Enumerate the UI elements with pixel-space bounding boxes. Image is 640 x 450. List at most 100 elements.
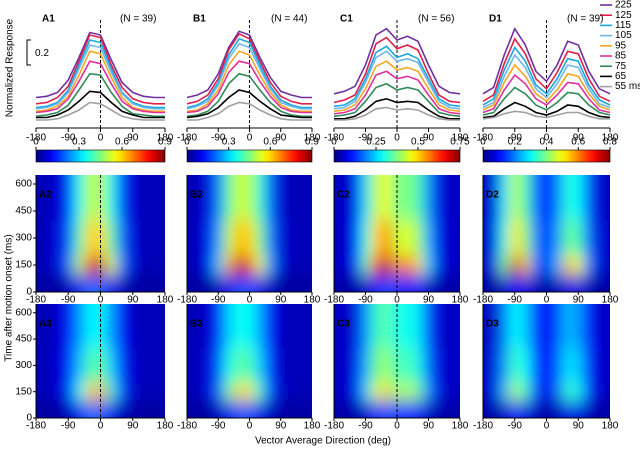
- heatmap-cell: [520, 400, 532, 418]
- heatmap-cell: [551, 382, 563, 401]
- heatmap-cell: [116, 400, 128, 418]
- panel-note: (N = 44): [271, 14, 307, 25]
- heatmap-cell: [213, 304, 224, 349]
- heatmap-cell: [433, 220, 445, 257]
- heatmap-cell: [275, 256, 287, 275]
- heatmap-cell: [334, 400, 340, 418]
- heatmap-cell: [412, 274, 424, 292]
- heatmap-cell: [254, 274, 266, 292]
- heatmap-cell: [84, 347, 96, 384]
- heatmap-cell: [583, 220, 595, 257]
- heatmap: [483, 175, 610, 292]
- heatmap-cell: [84, 400, 96, 418]
- x-axis-label: Vector Average Direction (deg): [255, 436, 391, 447]
- heatmap-cell: [285, 274, 297, 292]
- legend-label: 75: [615, 61, 627, 72]
- heatmap-cell: [530, 220, 542, 257]
- heatmap-cell: [541, 400, 553, 418]
- heatmap-cell: [423, 256, 435, 275]
- panel-note: (N = 56): [418, 14, 454, 25]
- heatmap-cell: [223, 256, 235, 275]
- heatmap-cell: [423, 347, 435, 384]
- heatmap-cell: [604, 304, 610, 349]
- heatmap-cell: [159, 274, 165, 292]
- heatmap-cell: [275, 347, 287, 384]
- heatmap-cell: [498, 304, 510, 349]
- x-tick-label: 90: [275, 133, 287, 144]
- heatmap-cell: [36, 347, 42, 384]
- heatmap-cell: [127, 175, 139, 221]
- heatmap-cell: [402, 304, 414, 349]
- heatmap-cell: [73, 274, 85, 292]
- heatmap-cell: [73, 382, 85, 401]
- heatmap-cell: [520, 382, 532, 401]
- heatmap-cell: [454, 256, 460, 275]
- heatmap-cell: [562, 256, 574, 275]
- heatmap-cell: [604, 347, 610, 384]
- heatmap-cell: [604, 274, 610, 292]
- heatmap-cell: [562, 220, 574, 257]
- heatmap-cell: [41, 274, 53, 292]
- response-curve: [186, 42, 312, 110]
- heatmap-cell: [433, 304, 445, 349]
- colorbar-tick-label: 0.75: [450, 137, 470, 148]
- heatmap-cells: [483, 175, 610, 292]
- heatmap-cell: [433, 256, 445, 275]
- heatmap-cell: [187, 382, 193, 401]
- x-tick-label: -180: [473, 133, 493, 144]
- heatmap-cell: [62, 220, 75, 257]
- heatmap-cell: [187, 175, 193, 221]
- heatmap-cell: [265, 175, 277, 221]
- x-tick-label: 90: [275, 295, 287, 306]
- heatmap-cell: [498, 220, 510, 257]
- heatmap-cell: [444, 175, 456, 221]
- heatmap-cell: [360, 304, 372, 349]
- heatmap-cell: [594, 382, 606, 401]
- heatmap-cell: [562, 274, 574, 292]
- heatmap-cell: [127, 400, 139, 418]
- heatmap-cell: [483, 175, 489, 221]
- heatmap-cell: [541, 220, 553, 257]
- x-tick-label: 180: [157, 421, 174, 432]
- heatmap-cell: [84, 274, 96, 292]
- legend-label: 225: [615, 0, 632, 11]
- heatmap-cell: [498, 256, 510, 275]
- heatmap-cell: [213, 382, 224, 401]
- heatmap-cell: [583, 274, 595, 292]
- response-curve: [482, 86, 611, 116]
- heatmap-cell: [381, 382, 393, 401]
- colorbar: [186, 149, 313, 163]
- heatmap-cell: [604, 382, 610, 401]
- colorbar-tick-label: 0.4: [540, 137, 554, 148]
- heatmap-cell: [41, 256, 53, 275]
- colorbar-tick-label: 0.3: [222, 137, 236, 148]
- heatmap-cell: [285, 304, 297, 349]
- heatmap-cell: [192, 382, 204, 401]
- x-tick-label: -180: [177, 133, 197, 144]
- heatmap-cell: [339, 304, 351, 349]
- heatmap-cell: [509, 256, 521, 275]
- heatmap-cell: [360, 382, 372, 401]
- heatmap-cell: [349, 256, 361, 275]
- heatmap-cell: [381, 274, 393, 292]
- heatmap-cell: [541, 347, 553, 384]
- heatmap-cell: [594, 256, 606, 275]
- heatmap-cell: [334, 256, 340, 275]
- y-tick-label: 150: [15, 260, 32, 271]
- response-curve: [186, 89, 312, 119]
- heatmap-cell: [192, 256, 204, 275]
- heatmap-cell: [604, 400, 610, 418]
- heatmap-cell: [36, 304, 42, 349]
- heatmap-cell: [360, 347, 372, 384]
- response-curve: [35, 60, 165, 114]
- heatmap-cell: [187, 400, 193, 418]
- heatmap-cell: [52, 175, 64, 221]
- x-tick-label: 0: [247, 133, 253, 144]
- heatmap-cell: [454, 220, 460, 257]
- heatmap-cell: [213, 400, 224, 418]
- heatmap-cell: [265, 256, 277, 275]
- heatmap-cell: [433, 400, 445, 418]
- heatmap-cell: [444, 256, 456, 275]
- x-tick-label: -90: [508, 295, 523, 306]
- heatmap-cell: [498, 175, 510, 221]
